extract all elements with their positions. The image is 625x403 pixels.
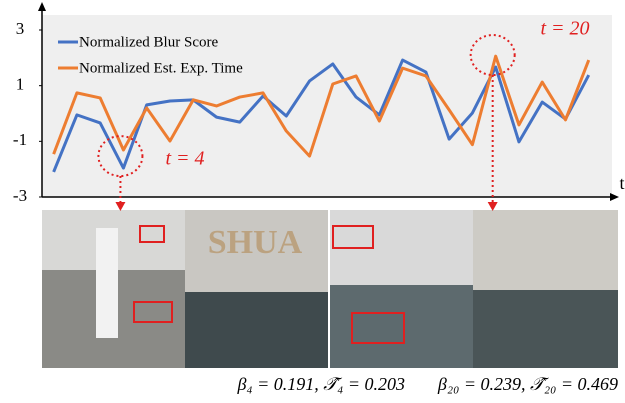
figure: t Normalized Blur Score Normalized Est. … [0, 0, 625, 403]
caption: β₂₀ = 0.239, 𝒯̂₂₀ = 0.469 [437, 374, 618, 394]
image-zoom [473, 290, 618, 368]
x-axis-arrow [610, 193, 619, 201]
y-tick-label: 3 [16, 19, 25, 38]
y-axis-arrow [38, 2, 46, 11]
annotation: t = 4 [165, 148, 204, 170]
legend-label: Normalized Est. Exp. Time [79, 60, 243, 76]
image-zoom [473, 210, 618, 290]
pointer-head [488, 202, 498, 211]
image-panels: SHUA [42, 210, 618, 368]
y-tick-label: -1 [13, 130, 27, 149]
image-zoom [185, 292, 328, 368]
x-axis-label: t [619, 173, 624, 193]
image-decoration: SHUA [208, 224, 303, 261]
annotation: t = 20 [540, 18, 589, 40]
pointer-head [115, 202, 125, 211]
image-person [96, 228, 118, 338]
caption: β₄ = 0.191, 𝒯̂₄ = 0.203 [236, 374, 405, 394]
y-tick-label: -3 [13, 186, 27, 205]
y-tick-label: 1 [16, 75, 25, 94]
legend-label: Normalized Blur Score [79, 34, 218, 50]
